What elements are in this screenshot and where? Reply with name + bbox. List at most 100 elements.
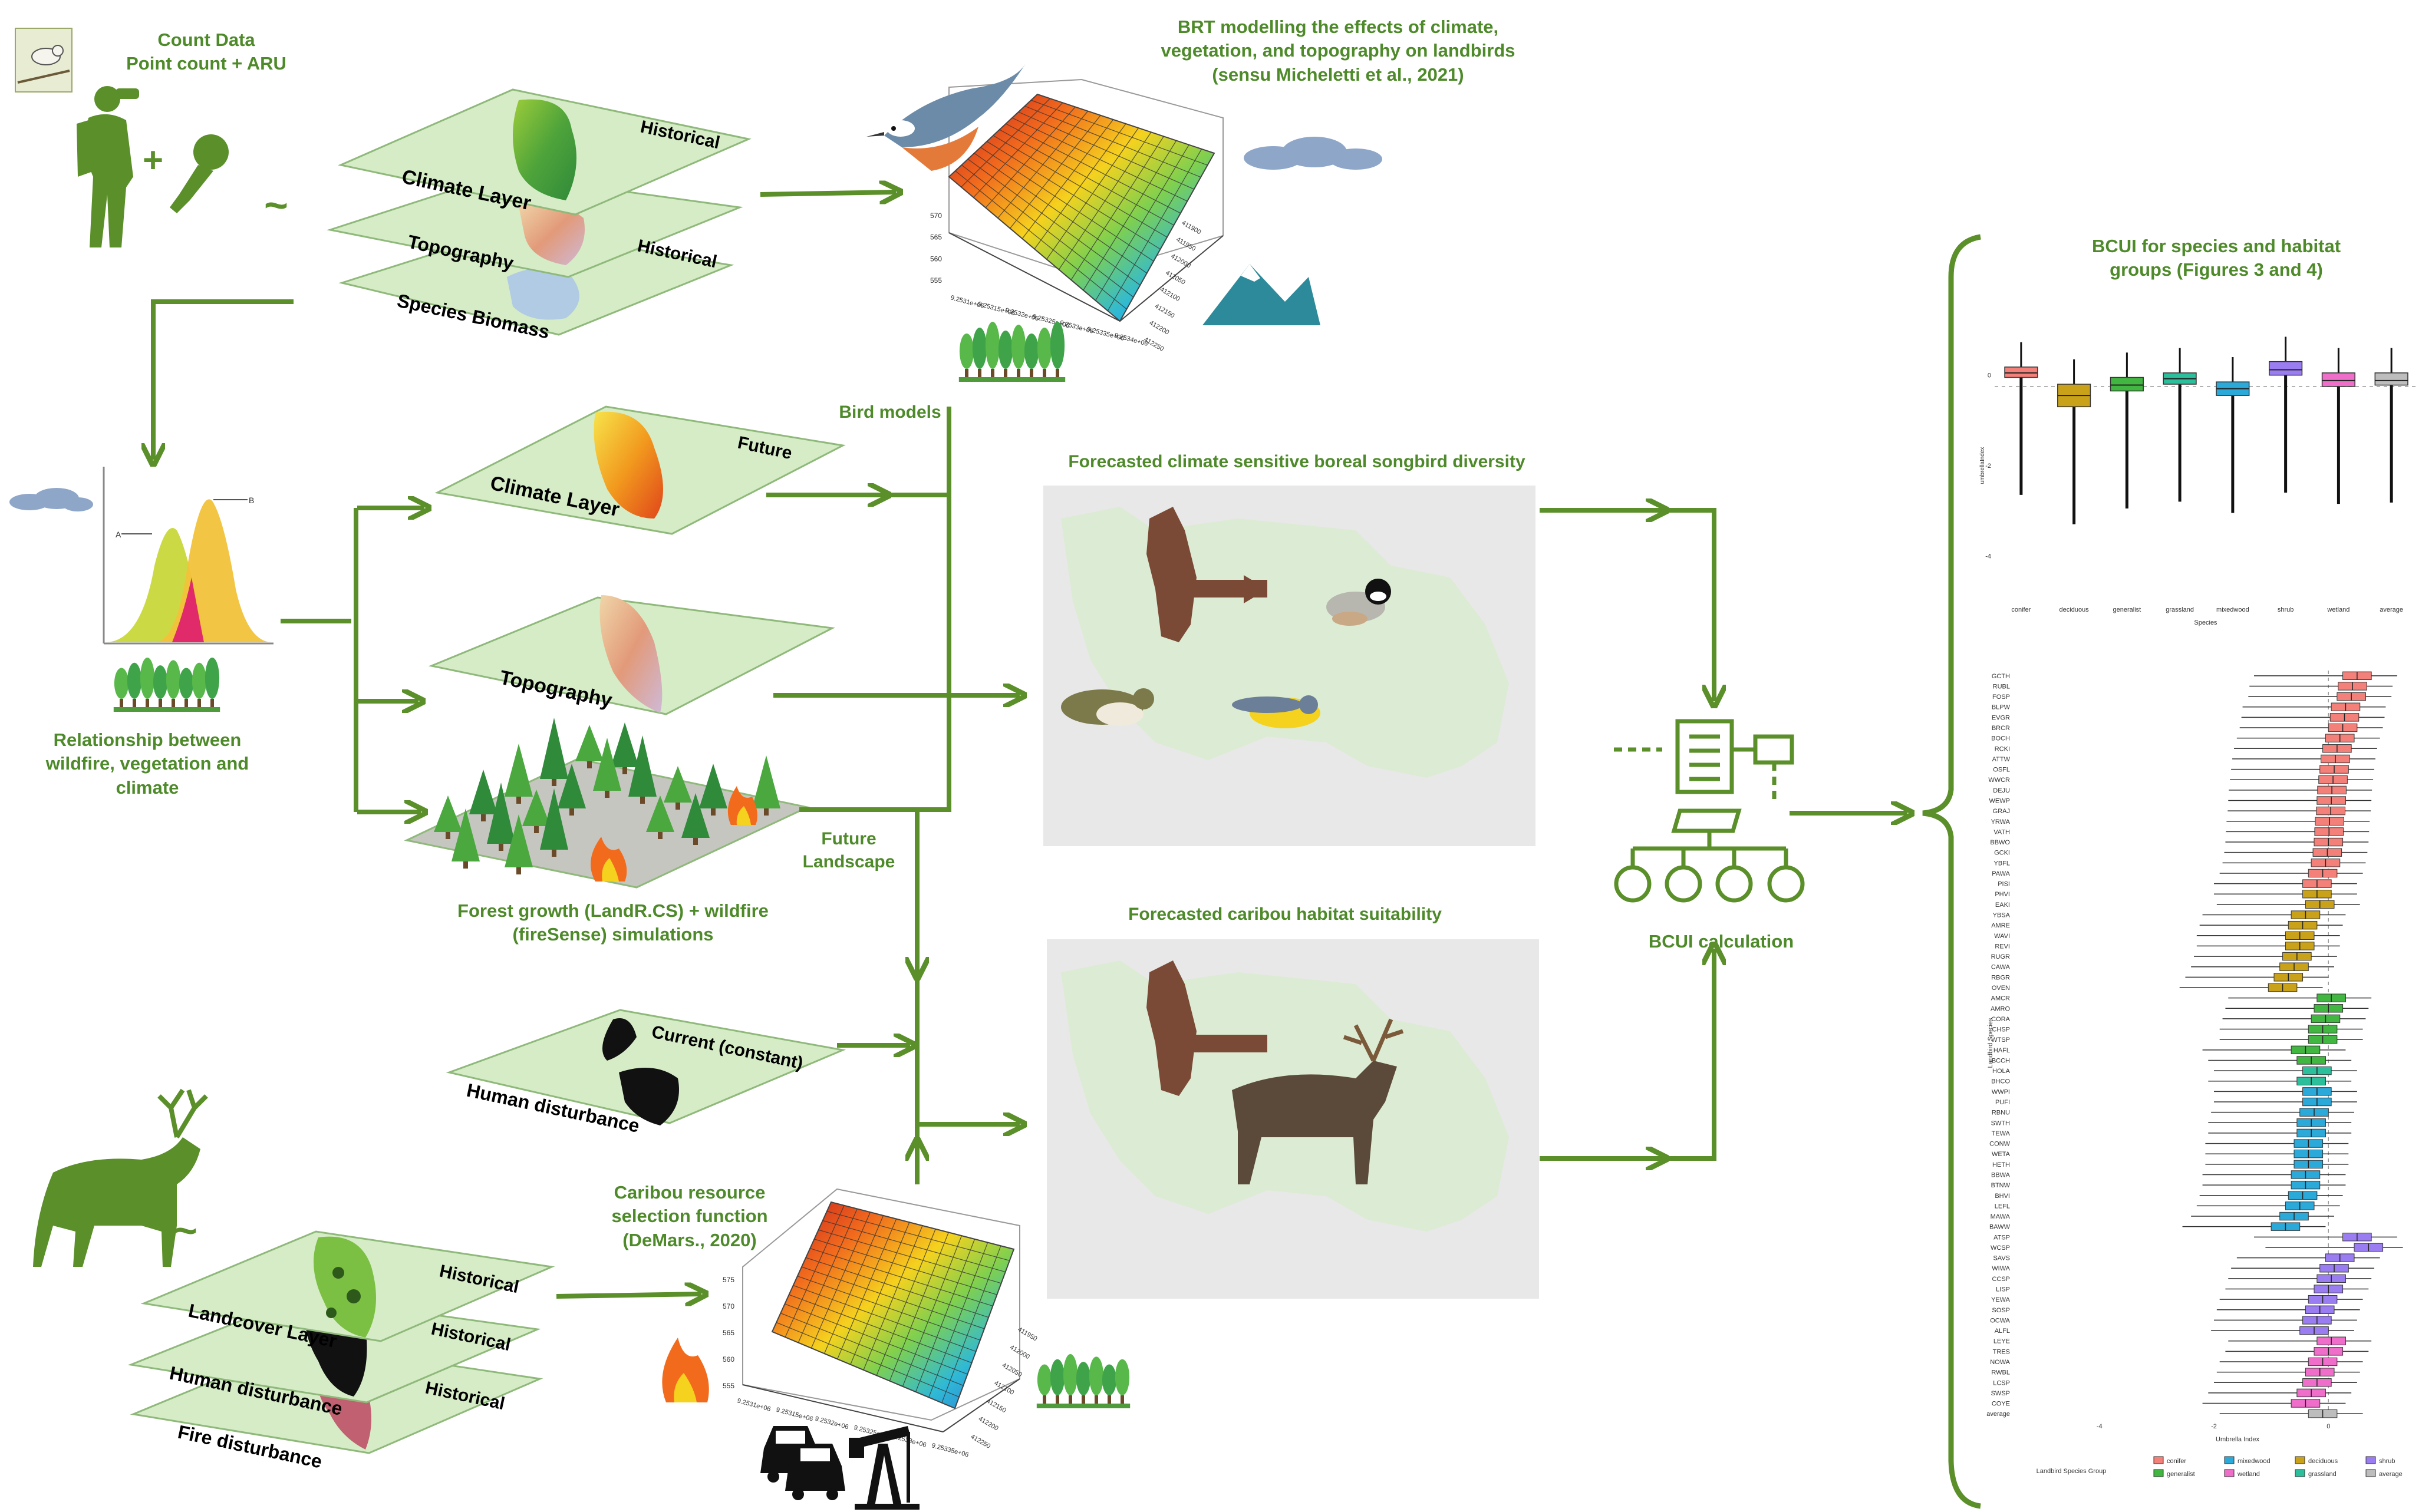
legend-label-mixedwood: mixedwood xyxy=(2238,1458,2271,1465)
bird-models-label: Bird models xyxy=(839,402,941,422)
species-label-WTSP: WTSP xyxy=(1991,1036,2010,1044)
tree-trunk xyxy=(1004,369,1007,377)
birdwatcher-icon xyxy=(77,86,139,247)
species-label-GCKI: GCKI xyxy=(1994,850,2010,857)
species-label-BBWO: BBWO xyxy=(1990,839,2010,846)
forest-tree xyxy=(469,770,497,814)
tree-crown xyxy=(192,662,207,699)
bell-label-a: A xyxy=(116,530,121,539)
group-boxplot-chart: 0 -2 -4 conifer deciduous generalist grasslan… xyxy=(1979,330,2418,626)
tree-crown xyxy=(1115,1359,1130,1395)
tree-trunk xyxy=(1121,1395,1124,1404)
bottom-xtick: -4 xyxy=(2097,1423,2103,1430)
species-label-MAWA: MAWA xyxy=(1991,1213,2011,1220)
box-generalist xyxy=(2110,377,2144,392)
forest-tree xyxy=(540,718,568,779)
tree-trunk xyxy=(184,699,188,707)
forest-tree-trunk xyxy=(675,801,680,810)
species-label-WEWP: WEWP xyxy=(1989,797,2010,804)
species-label-NOWA: NOWA xyxy=(1990,1359,2010,1366)
species-boxplot-chart: GCTH RUBL FOSP BLPW EVGR BRCR BOCH RCKI ATTW OSFL… xyxy=(1986,671,2414,1478)
species-label-HETH: HETH xyxy=(1992,1161,2010,1168)
forest-tree-trunk xyxy=(693,837,698,845)
species-label-ALFL: ALFL xyxy=(1995,1328,2010,1335)
topography-future-layer: Topography xyxy=(428,595,835,715)
mesh-line xyxy=(1083,140,1177,290)
species-label-HAFL: HAFL xyxy=(1993,1047,2010,1054)
species-label-PHVI: PHVI xyxy=(1995,891,2010,898)
songbird-map xyxy=(1043,486,1535,846)
arrow-layers-to-relationship xyxy=(153,299,294,460)
species-label-YEWA: YEWA xyxy=(1991,1296,2011,1303)
bcui-figure-title-line1: BCUI for species and habitat xyxy=(2091,236,2341,256)
nuthatch-bird-icon xyxy=(866,64,1026,171)
forest-tree xyxy=(558,764,586,808)
species-label-CCSP: CCSP xyxy=(1992,1276,2010,1283)
mesh-line xyxy=(1095,144,1189,301)
forest-tree-trunk xyxy=(711,807,716,816)
songbird-map-title: Forecasted climate sensitive boreal song… xyxy=(1068,452,1525,471)
surface-tick-label: 9.25315e+06 xyxy=(775,1407,813,1423)
species-label-WWCR: WWCR xyxy=(1988,777,2010,784)
species-label-BHVI: BHVI xyxy=(1995,1193,2010,1200)
legend-swatch-grassland xyxy=(2295,1469,2305,1477)
surface-tick-label: 560 xyxy=(723,1355,734,1364)
forest-tree-trunk xyxy=(534,825,539,833)
mesh-line xyxy=(814,1239,997,1295)
species-label-HOLA: HOLA xyxy=(1992,1068,2011,1075)
tree-trunk xyxy=(965,369,968,377)
relationship-line2: wildfire, vegetation and xyxy=(45,753,249,774)
box-conifer xyxy=(2004,367,2038,378)
forest-tree-trunk xyxy=(605,790,609,798)
species-label-YBSA: YBSA xyxy=(1993,912,2011,919)
tree-trunk xyxy=(159,699,162,707)
mesh-line xyxy=(1107,148,1202,311)
forest-tree xyxy=(522,790,551,826)
surface-tick-label: 412050 xyxy=(1164,269,1187,286)
tree-crown xyxy=(1089,1356,1104,1395)
tree-crown xyxy=(153,665,168,699)
relationship-line1: Relationship between xyxy=(53,729,242,750)
box-wetland xyxy=(2321,372,2355,387)
tree-trunk xyxy=(1056,1395,1059,1404)
species-label-YBFL: YBFL xyxy=(1993,860,2010,867)
top-xtick-deciduous: deciduous xyxy=(2059,606,2090,613)
tree-crown xyxy=(998,331,1013,369)
ground-strip xyxy=(958,377,1066,382)
species-label-GCTH: GCTH xyxy=(1992,673,2010,680)
forest-tree xyxy=(487,783,515,844)
figures-brace xyxy=(1922,234,1981,1509)
surface-tick-label: 411900 xyxy=(1181,219,1202,236)
bottom-xtick: -2 xyxy=(2211,1423,2217,1430)
tree-trunk xyxy=(133,699,136,707)
tree-trunk xyxy=(1056,369,1059,377)
species-label-RWBL: RWBL xyxy=(1991,1369,2010,1376)
bcui-computer-icon xyxy=(1614,719,1805,903)
species-label-LEFL: LEFL xyxy=(1995,1203,2010,1210)
species-label-FOSP: FOSP xyxy=(1992,694,2010,701)
legend-label-deciduous: deciduous xyxy=(2308,1458,2338,1465)
tilde-sign: ~ xyxy=(264,182,288,228)
mesh-line xyxy=(1031,100,1208,166)
surface-tick-label: 575 xyxy=(723,1276,734,1284)
count-data-subtitle: Point count + ARU xyxy=(126,53,286,74)
top-xtick-mixedwood: mixedwood xyxy=(2216,606,2249,613)
legend-label-grassland: grassland xyxy=(2308,1471,2337,1478)
top-xtick-grassland: grassland xyxy=(2166,606,2194,613)
species-label-EAKI: EAKI xyxy=(1995,902,2010,909)
tree-crown xyxy=(1011,325,1026,369)
species-label-COYE: COYE xyxy=(1992,1401,2010,1408)
tree-crown xyxy=(114,668,129,699)
tree-crown xyxy=(1102,1364,1117,1395)
microphone-icon xyxy=(170,134,229,213)
surface-tick-label: 412000 xyxy=(1169,253,1192,270)
bottom-legend-title: Landbird Species Group xyxy=(2037,1468,2107,1475)
surface-tick-label: 565 xyxy=(930,233,942,242)
surface-tick-label: 570 xyxy=(930,212,942,220)
surface-tick-label: 555 xyxy=(723,1382,734,1390)
mesh-line xyxy=(1070,136,1164,280)
top-xtick-conifer: conifer xyxy=(2011,606,2031,613)
arrow-songbird-map-to-bcui xyxy=(1540,508,1714,701)
mountain-icon xyxy=(1202,264,1320,325)
species-label-ATSP: ATSP xyxy=(1993,1234,2010,1241)
